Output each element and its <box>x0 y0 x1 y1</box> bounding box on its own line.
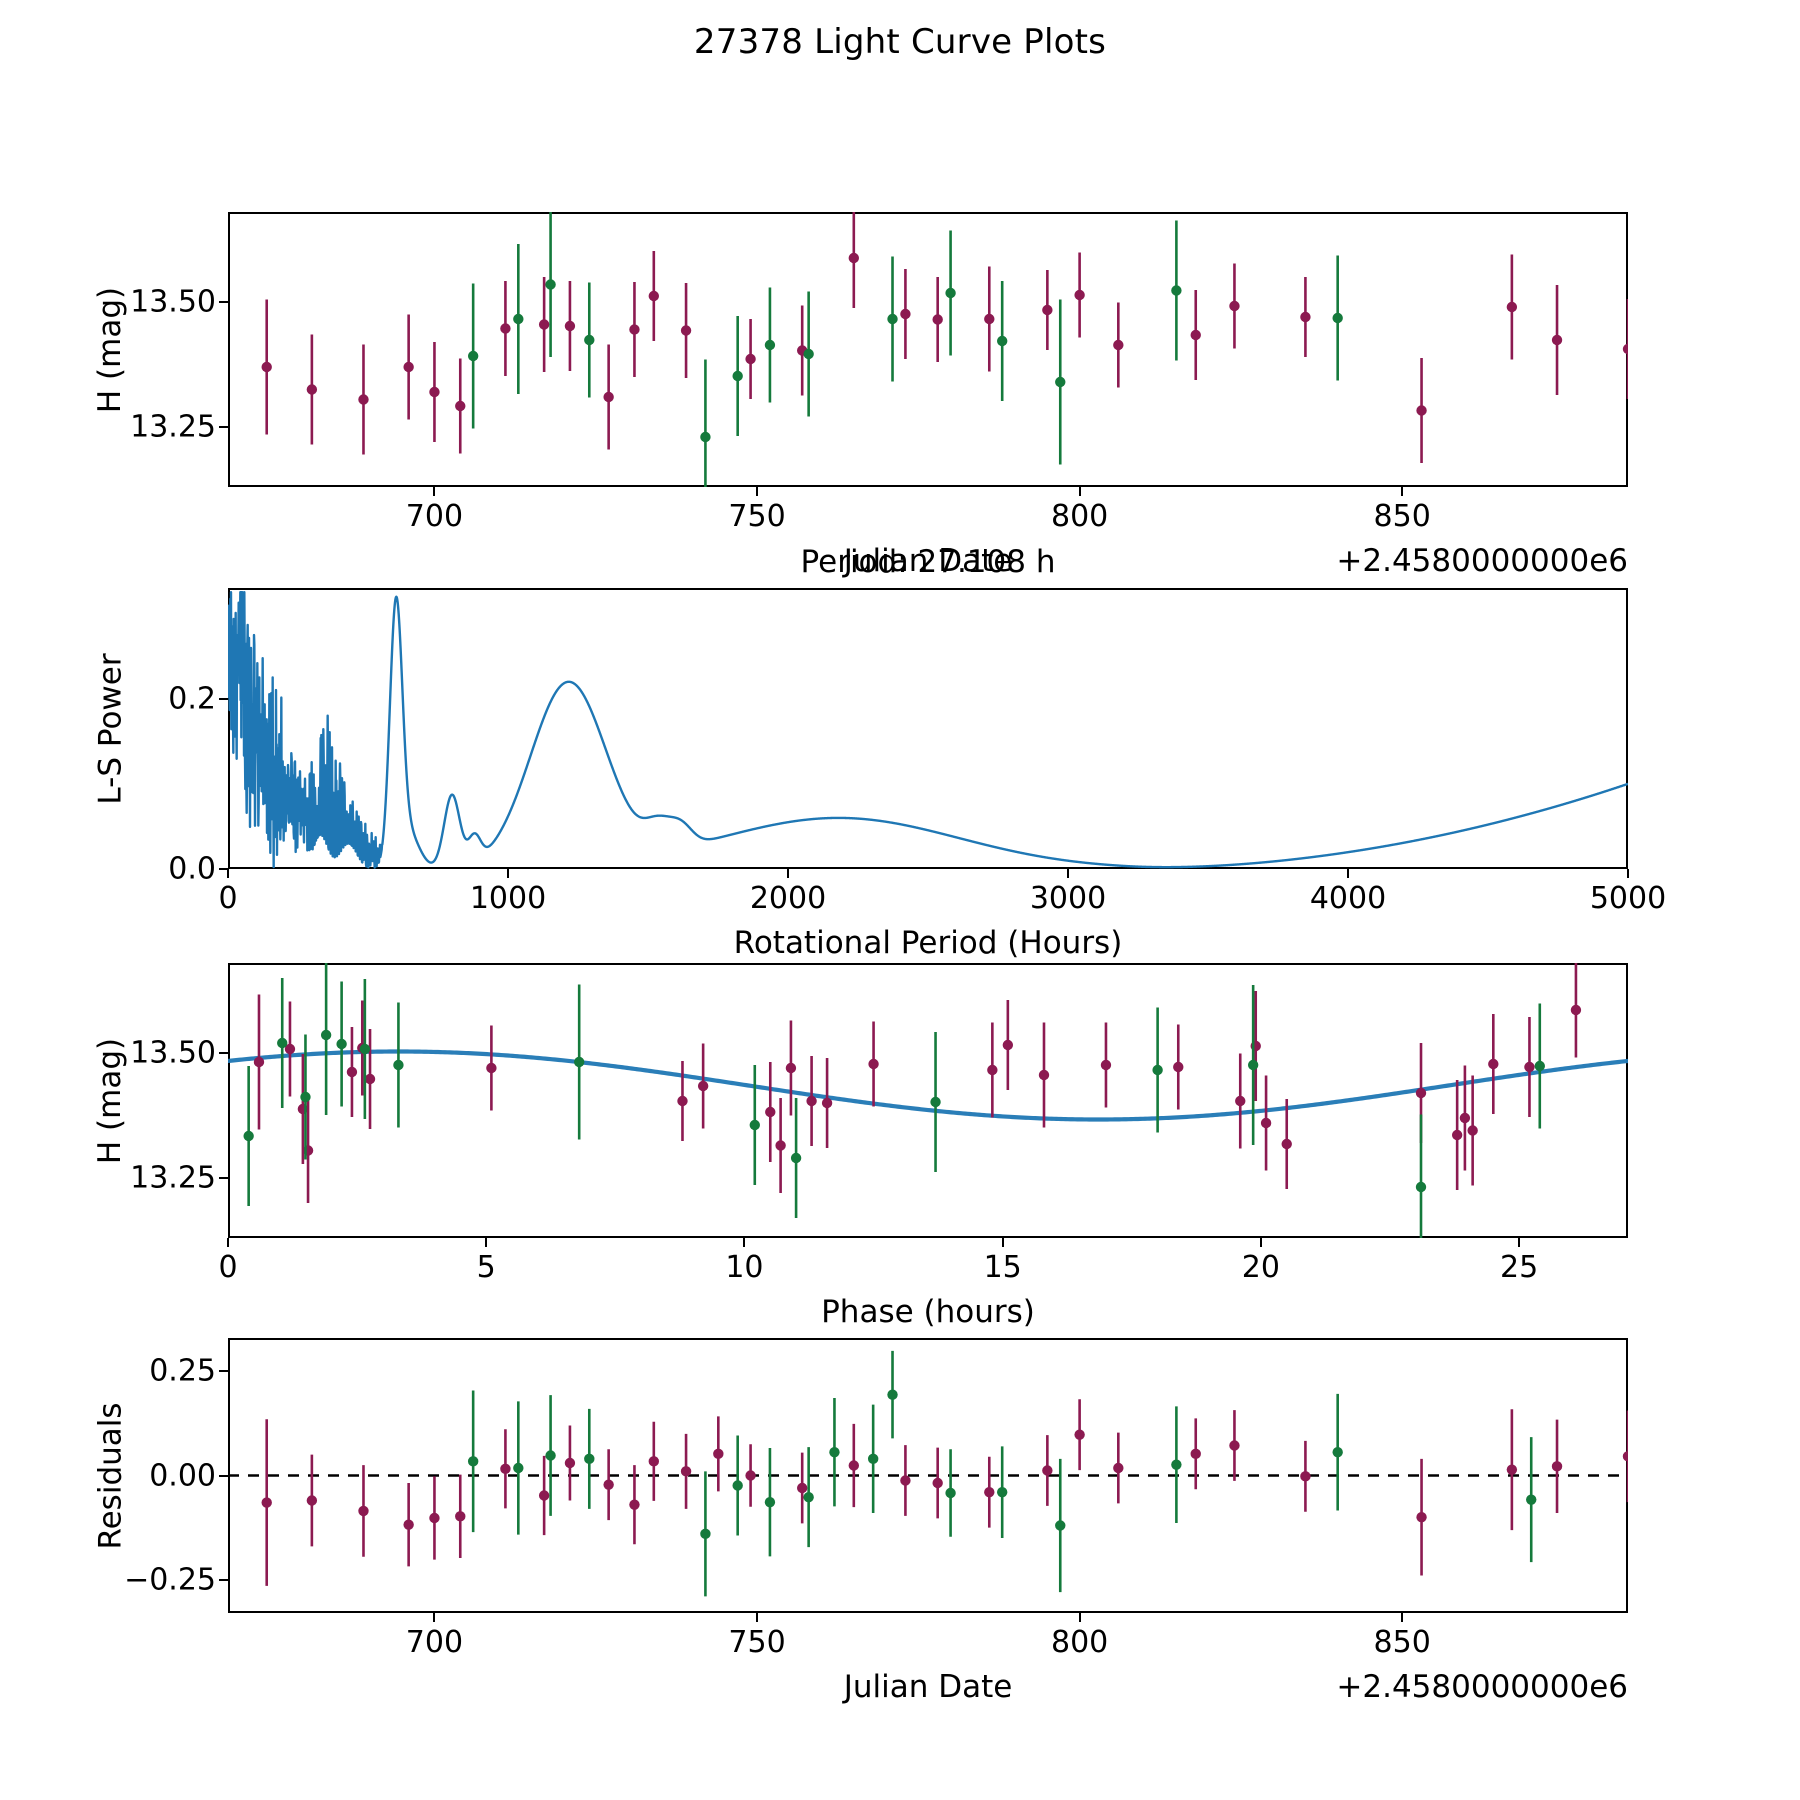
y-tick-mark <box>219 1370 228 1373</box>
x-tick-mark <box>1078 487 1081 496</box>
x-tick-mark <box>485 1238 488 1247</box>
x-tick-mark <box>1067 869 1069 878</box>
x-tick-label: 4000 <box>1309 881 1387 916</box>
x-tick-mark <box>1259 1238 1262 1247</box>
x-axis-label-residuals: Julian Date <box>843 1669 1013 1705</box>
y-axis-label-lightcurve: H (mag) <box>92 286 129 413</box>
y-tick-label: −0.25 <box>124 1562 216 1598</box>
y-tick-label: 0.25 <box>149 1353 216 1389</box>
data-series-series_b <box>467 1350 1537 1597</box>
y-tick-label: 0.2 <box>168 681 216 717</box>
periodogram-plot-area <box>228 591 1628 869</box>
y-tick-mark <box>219 697 228 700</box>
panel-periodogram: Period: 27.108 h L-S Power Rotational Pe… <box>92 544 1666 961</box>
x-tick-label: 2000 <box>749 881 827 916</box>
x-tick-label: 700 <box>405 1625 464 1660</box>
x-tick-label: 5 <box>476 1250 496 1285</box>
data-series-series_b <box>243 963 1545 1238</box>
data-series-series_a <box>261 1399 1628 1586</box>
x-tick-mark <box>1401 487 1404 496</box>
data-series-series_a <box>261 212 1628 463</box>
panel-residuals: Residuals Julian Date +2.4580000000e6 70… <box>92 1338 1628 1705</box>
x-tick-mark <box>756 1613 759 1622</box>
axes-frame-phasefold <box>228 963 1628 1238</box>
y-tick-label: 13.50 <box>130 1035 216 1071</box>
y-tick-mark <box>219 426 228 428</box>
x-tick-mark <box>1347 869 1349 878</box>
panel-lightcurve: H (mag) Julian Date +2.4580000000e6 700 7… <box>92 212 1628 579</box>
data-series-series_a <box>253 963 1582 1203</box>
y-tick-mark <box>219 1578 228 1581</box>
x-tick-mark <box>433 1613 436 1622</box>
y-tick-label: 13.50 <box>130 284 216 320</box>
x-tick-mark <box>507 869 509 878</box>
y-tick-label: 0.0 <box>168 851 216 887</box>
x-tick-label: 0 <box>218 881 238 916</box>
y-axis-label-residuals: Residuals <box>92 1401 129 1550</box>
periodogram-title: Period: 27.108 h <box>800 544 1056 580</box>
x-tick-label: 700 <box>405 499 464 534</box>
x-axis-label-phasefold: Phase (hours) <box>821 1294 1035 1330</box>
x-tick-label: 3000 <box>1029 881 1107 916</box>
x-tick-mark <box>1078 1613 1081 1622</box>
y-tick-mark <box>219 301 228 303</box>
x-tick-label: 0 <box>218 1250 238 1285</box>
x-tick-label: 750 <box>728 499 786 534</box>
x-tick-label: 800 <box>1050 1625 1109 1660</box>
figure-title: 27378 Light Curve Plots <box>693 22 1107 62</box>
x-tick-mark <box>1518 1238 1521 1247</box>
y-tick-label: 13.25 <box>130 1160 216 1196</box>
y-axis-label-periodogram: L-S Power <box>92 652 129 805</box>
y-tick-mark <box>219 1474 228 1477</box>
x-tick-label: 1000 <box>469 881 547 916</box>
x-tick-mark <box>756 487 759 496</box>
x-tick-label: 20 <box>1241 1250 1280 1285</box>
x-tick-mark <box>227 1238 229 1247</box>
lightcurve-plot-area <box>261 212 1628 487</box>
phasefold-plot-area <box>228 963 1628 1238</box>
x-axis-label-lightcurve: Julian Date <box>843 543 1013 579</box>
x-tick-label: 5000 <box>1589 881 1667 916</box>
y-tick-label: 0.00 <box>149 1458 216 1493</box>
x-tick-mark <box>227 869 229 878</box>
x-tick-label: 850 <box>1373 499 1431 534</box>
y-axis-label-phasefold: H (mag) <box>92 1037 129 1164</box>
y-tick-mark <box>219 1052 228 1054</box>
x-tick-mark <box>743 1238 746 1247</box>
x-tick-label: 15 <box>983 1250 1022 1285</box>
x-tick-mark <box>787 869 789 878</box>
y-tick-mark <box>219 868 228 870</box>
x-tick-label: 750 <box>728 1625 786 1660</box>
x-axis-offset-lightcurve: +2.4580000000e6 <box>1336 543 1628 579</box>
x-tick-label: 25 <box>1500 1250 1539 1285</box>
x-tick-label: 800 <box>1050 499 1109 534</box>
x-tick-mark <box>1627 869 1629 878</box>
x-tick-label: 10 <box>725 1250 764 1285</box>
x-tick-mark <box>1401 1613 1404 1622</box>
panel-phasefold: H (mag) Phase (hours) 0 5 10 15 20 25 13.50 13.… <box>92 963 1628 1330</box>
x-axis-label-periodogram: Rotational Period (Hours) <box>733 925 1123 961</box>
x-axis-offset-residuals: +2.4580000000e6 <box>1336 1669 1628 1705</box>
x-tick-label: 850 <box>1373 1625 1431 1660</box>
residuals-plot-area <box>228 1350 1628 1597</box>
y-tick-mark <box>219 1177 228 1179</box>
data-series-series_b <box>467 212 1343 487</box>
y-tick-label: 13.25 <box>130 409 216 445</box>
x-tick-mark <box>1001 1238 1004 1247</box>
x-tick-mark <box>433 487 436 496</box>
